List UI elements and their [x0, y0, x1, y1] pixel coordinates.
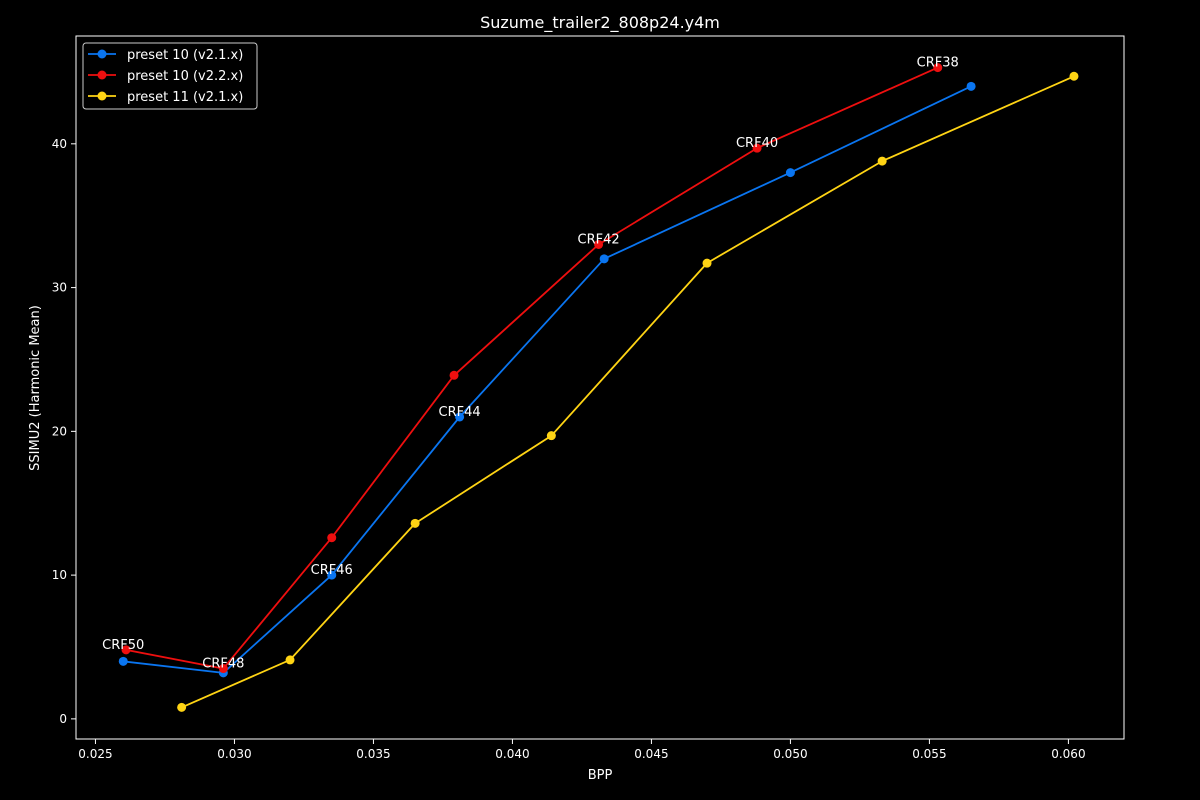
series-2 [121, 63, 943, 674]
y-tick-label: 20 [52, 424, 67, 438]
chart-title: Suzume_trailer2_808p24.y4m [480, 13, 720, 33]
data-point [327, 570, 337, 580]
legend-marker [97, 70, 107, 80]
series-3 [177, 71, 1079, 712]
data-point [599, 254, 609, 264]
series-layer [118, 63, 1079, 712]
x-tick-label: 0.055 [912, 747, 946, 761]
data-point [966, 81, 976, 91]
x-tick-label: 0.025 [78, 747, 112, 761]
x-tick-label: 0.045 [634, 747, 668, 761]
annotation-label: CRF42 [578, 232, 620, 247]
legend-marker [97, 49, 107, 59]
annotation-label: CRF40 [736, 136, 778, 151]
data-point [455, 412, 465, 422]
data-point [785, 168, 795, 178]
data-point [877, 156, 887, 166]
legend-label: preset 11 (v2.1.x) [127, 90, 243, 105]
data-point [1069, 71, 1079, 81]
x-tick-label: 0.030 [217, 747, 251, 761]
annotation-label: CRF50 [102, 638, 144, 653]
legend-label: preset 10 (v2.2.x) [127, 69, 243, 84]
x-tick-label: 0.060 [1051, 747, 1085, 761]
data-point [218, 664, 228, 674]
data-point [285, 655, 295, 665]
legend-box [82, 42, 258, 110]
data-point [121, 645, 131, 655]
data-point [177, 702, 187, 712]
legend: preset 10 (v2.1.x) preset 10 (v2.2.x) pres… [82, 42, 258, 110]
data-point [449, 370, 459, 380]
annotation-label: CRF48 [202, 657, 244, 672]
y-axis: 0 10 20 30 40 [52, 137, 76, 726]
data-point [118, 656, 128, 666]
y-tick-label: 10 [52, 568, 67, 582]
legend-label: preset 10 (v2.1.x) [127, 48, 243, 63]
legend-marker [97, 91, 107, 101]
data-point [752, 143, 762, 153]
x-tick-label: 0.040 [495, 747, 529, 761]
data-point [594, 239, 604, 249]
x-tick-label: 0.050 [773, 747, 807, 761]
plot-frame [75, 35, 1125, 740]
data-point [933, 63, 943, 73]
y-axis-label: SSIMU2 (Harmonic Mean) [28, 305, 43, 471]
data-point [327, 533, 337, 543]
data-point [546, 431, 556, 441]
data-point [410, 518, 420, 528]
annotation-label: CRF46 [311, 563, 353, 578]
data-point [702, 258, 712, 268]
annotations: CRF50 CRF48 CRF46 CRF44 CRF42 CRF40 CRF38 [102, 56, 959, 672]
y-tick-label: 30 [52, 281, 67, 295]
annotation-label: CRF44 [439, 405, 481, 420]
plot-area [75, 35, 1125, 740]
x-tick-label: 0.035 [356, 747, 390, 761]
y-tick-label: 0 [59, 712, 67, 726]
y-tick-label: 40 [52, 137, 67, 151]
x-axis: 0.025 0.030 0.035 0.040 0.045 0.050 0.055 0.060 [78, 739, 1086, 761]
annotation-label: CRF38 [917, 56, 959, 71]
x-axis-label: BPP [588, 768, 613, 783]
